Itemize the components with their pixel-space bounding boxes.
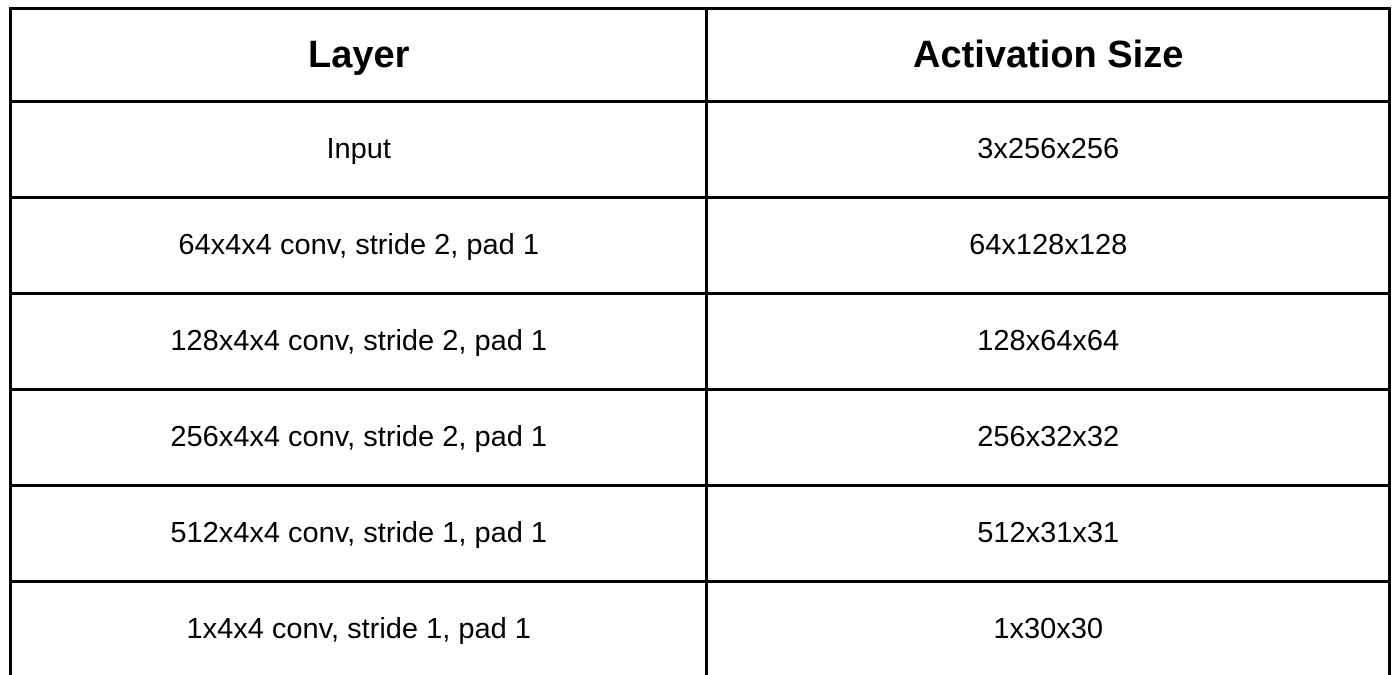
activation-size-cell: 512x31x31 bbox=[705, 484, 1391, 583]
activation-size-cell: 1x30x30 bbox=[705, 580, 1391, 675]
layer-cell: 128x4x4 conv, stride 2, pad 1 bbox=[8, 292, 709, 391]
table-row: 1x4x4 conv, stride 1, pad 1 1x30x30 bbox=[8, 580, 1391, 675]
layer-cell: 256x4x4 conv, stride 2, pad 1 bbox=[8, 388, 709, 487]
activation-size-cell: 3x256x256 bbox=[705, 100, 1391, 199]
layer-cell: Input bbox=[8, 100, 709, 199]
activation-size-cell: 256x32x32 bbox=[705, 388, 1391, 487]
table-row: Input 3x256x256 bbox=[8, 100, 1391, 199]
table-row: 128x4x4 conv, stride 2, pad 1 128x64x64 bbox=[8, 292, 1391, 391]
table-row: 256x4x4 conv, stride 2, pad 1 256x32x32 bbox=[8, 388, 1391, 487]
table-header: Layer Activation Size bbox=[8, 7, 1391, 103]
layer-cell: 64x4x4 conv, stride 2, pad 1 bbox=[8, 196, 709, 295]
architecture-table: Layer Activation Size Input 3x256x256 64… bbox=[8, 7, 1391, 675]
activation-size-cell: 128x64x64 bbox=[705, 292, 1391, 391]
table-row: 64x4x4 conv, stride 2, pad 1 64x128x128 bbox=[8, 196, 1391, 295]
table-row: 512x4x4 conv, stride 1, pad 1 512x31x31 bbox=[8, 484, 1391, 583]
activation-size-cell: 64x128x128 bbox=[705, 196, 1391, 295]
column-header-activation-size: Activation Size bbox=[705, 7, 1391, 103]
layer-cell: 512x4x4 conv, stride 1, pad 1 bbox=[8, 484, 709, 583]
layer-cell: 1x4x4 conv, stride 1, pad 1 bbox=[8, 580, 709, 675]
column-header-layer: Layer bbox=[8, 7, 709, 103]
table-body: Input 3x256x256 64x4x4 conv, stride 2, p… bbox=[8, 100, 1391, 675]
header-row: Layer Activation Size bbox=[8, 7, 1391, 103]
